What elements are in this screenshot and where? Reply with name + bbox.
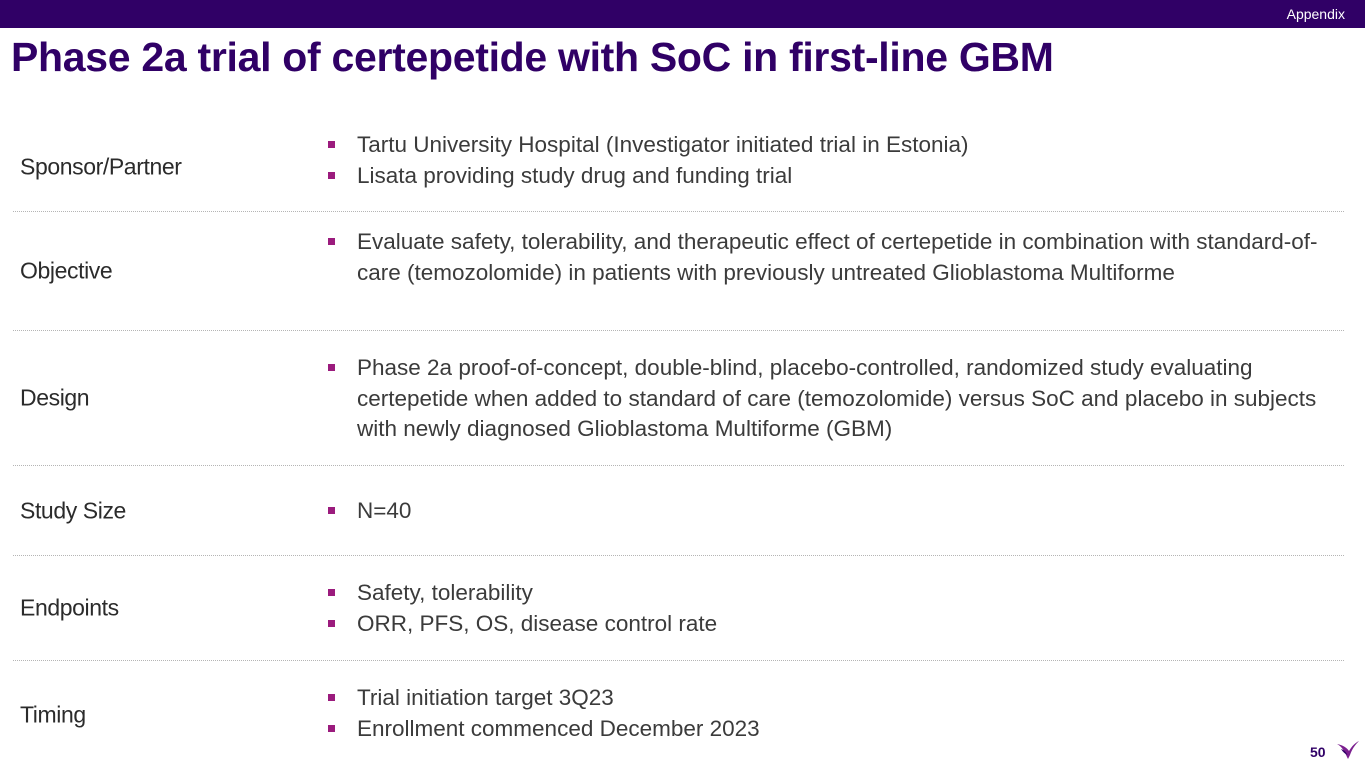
page-number: 50 [1310, 744, 1326, 760]
bullet-list: Evaluate safety, tolerability, and thera… [327, 227, 1327, 288]
header-bar: Appendix [0, 0, 1365, 28]
square-bullet-icon [328, 589, 335, 596]
row-label-objective: Objective [20, 257, 113, 284]
square-bullet-icon [328, 507, 335, 514]
section-tag: Appendix [1286, 6, 1345, 22]
row-label-endpoints: Endpoints [20, 594, 119, 621]
bullet-list: Tartu University Hospital (Investigator … [327, 130, 1327, 191]
table-row: Objective Evaluate safety, tolerability,… [13, 212, 1344, 331]
bullet-item: Safety, tolerability [327, 578, 1327, 609]
square-bullet-icon [328, 141, 335, 148]
table-row: Sponsor/Partner Tartu University Hospita… [13, 122, 1344, 212]
bullet-item: Enrollment commenced December 2023 [327, 714, 1327, 745]
bullet-item: ORR, PFS, OS, disease control rate [327, 609, 1327, 640]
square-bullet-icon [328, 171, 335, 179]
bullet-list: N=40 [327, 496, 1327, 527]
lisata-bird-logo-icon [1337, 741, 1359, 759]
bullet-item: Lisata providing study drug and funding … [327, 161, 1327, 192]
table-row: Study Size N=40 [13, 466, 1344, 556]
bullet-list: Phase 2a proof-of-concept, double-blind,… [327, 353, 1327, 445]
row-label-sponsor-partner: Sponsor/Partner [20, 153, 182, 179]
bullet-item: Tartu University Hospital (Investigator … [327, 130, 1327, 161]
square-bullet-icon [328, 238, 335, 245]
page-title: Phase 2a trial of certepetide with SoC i… [11, 34, 1054, 80]
table-row: Design Phase 2a proof-of-concept, double… [13, 331, 1344, 466]
square-bullet-icon [328, 364, 335, 371]
bullet-item: N=40 [327, 496, 1327, 527]
bullet-list: Safety, tolerability ORR, PFS, OS, disea… [327, 578, 1327, 639]
row-label-timing: Timing [20, 701, 86, 728]
square-bullet-icon [328, 724, 335, 732]
square-bullet-icon [328, 619, 335, 627]
bullet-item: Trial initiation target 3Q23 [327, 683, 1327, 714]
table-row: Endpoints Safety, tolerability ORR, PFS,… [13, 556, 1344, 661]
bullet-list: Trial initiation target 3Q23 Enrollment … [327, 683, 1327, 744]
bullet-item: Evaluate safety, tolerability, and thera… [327, 227, 1327, 288]
row-label-study-size: Study Size [20, 497, 126, 523]
square-bullet-icon [328, 694, 335, 701]
table-row: Timing Trial initiation target 3Q23 Enro… [13, 661, 1344, 768]
bullet-item: Phase 2a proof-of-concept, double-blind,… [327, 353, 1327, 445]
row-label-design: Design [20, 384, 90, 411]
